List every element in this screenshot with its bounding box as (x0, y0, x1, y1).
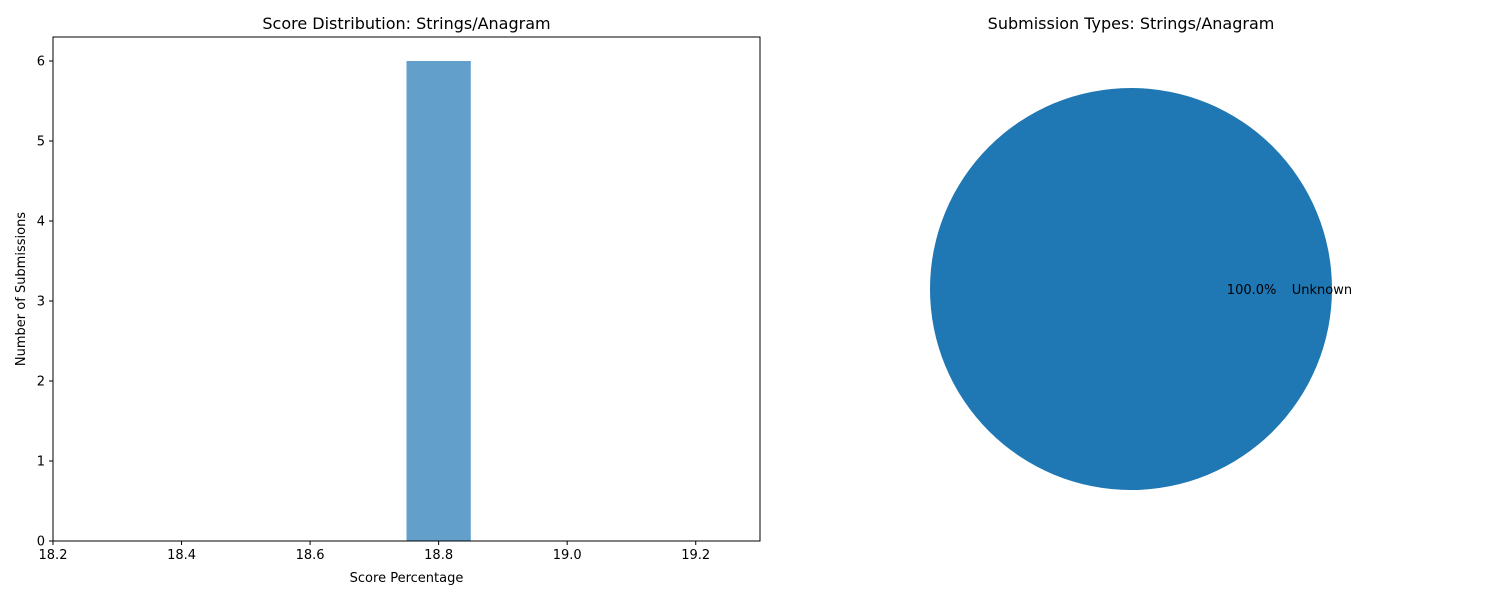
x-tick-label: 18.2 (39, 548, 68, 563)
pie-slice (930, 88, 1332, 490)
x-tick-label: 18.8 (424, 548, 453, 563)
y-tick-label: 0 (37, 535, 45, 550)
histogram-panel: Score Distribution: Strings/Anagram 18.2… (14, 14, 761, 586)
x-tick-label: 18.4 (167, 548, 196, 563)
x-tick-label: 18.6 (296, 548, 325, 563)
pie-title: Submission Types: Strings/Anagram (988, 14, 1275, 33)
y-tick-label: 6 (37, 55, 45, 70)
y-tick-label: 2 (37, 375, 45, 390)
pie-panel: Submission Types: Strings/Anagram Unknow… (930, 14, 1352, 490)
histogram-title: Score Distribution: Strings/Anagram (262, 14, 550, 33)
histogram-plot-area (52, 36, 761, 542)
pie-slice-percent: 100.0% (1227, 283, 1277, 298)
pie-slices (930, 88, 1332, 490)
histogram-bars (406, 61, 471, 541)
histogram-y-axis-label: Number of Submissions (14, 212, 29, 366)
x-tick-label: 19.0 (553, 548, 582, 563)
y-tick-label: 5 (37, 135, 45, 150)
histogram-x-axis-label: Score Percentage (350, 571, 464, 586)
histogram-bar (406, 61, 471, 541)
x-tick-label: 19.2 (681, 548, 710, 563)
pie-slice-label: Unknown (1292, 283, 1352, 298)
y-tick-label: 3 (37, 295, 45, 310)
histogram-y-ticks: 0 1 2 3 4 5 6 (37, 55, 53, 550)
pie-labels: Unknown 100.0% (1227, 283, 1352, 298)
histogram-x-ticks: 18.2 18.4 18.6 18.8 19.0 19.2 (39, 541, 710, 563)
y-tick-label: 1 (37, 455, 45, 470)
y-tick-label: 4 (37, 215, 45, 230)
